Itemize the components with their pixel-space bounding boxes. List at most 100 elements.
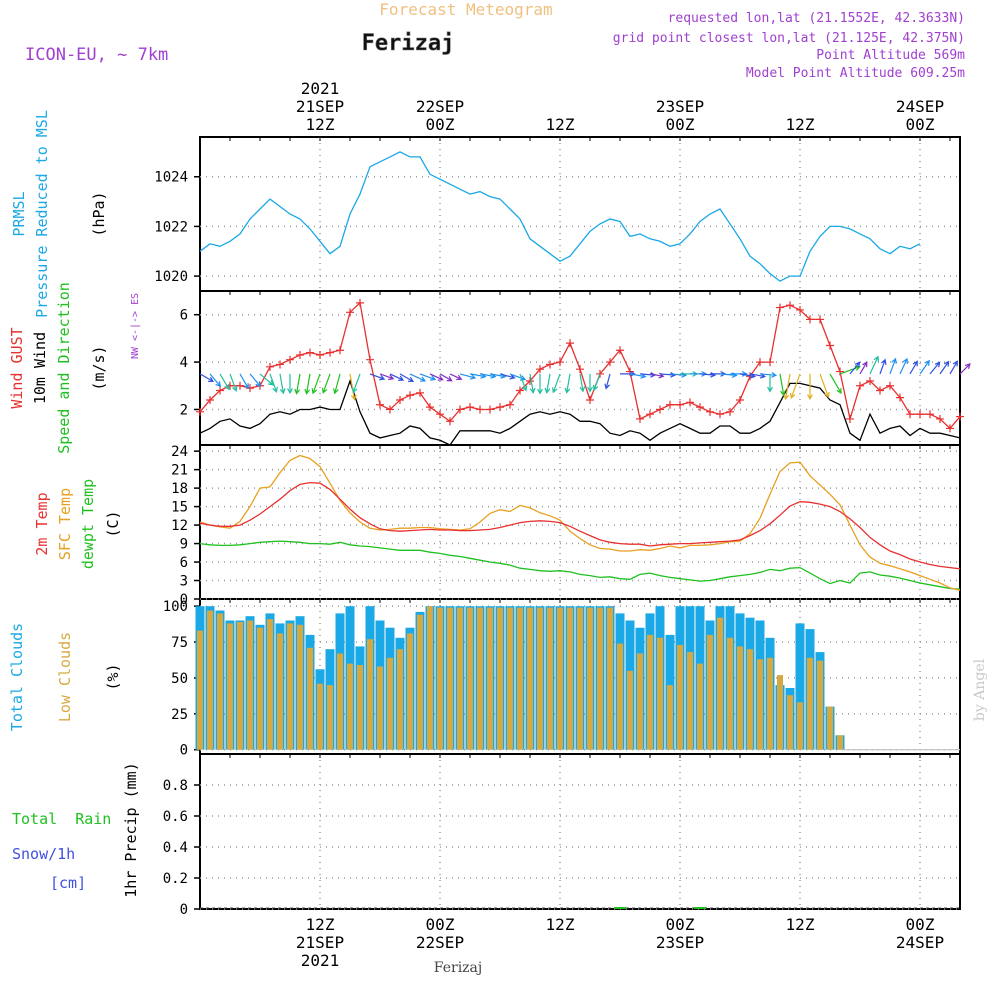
y-tick-label: 4 (180, 355, 188, 371)
low-clouds-bar (527, 607, 533, 750)
wind-direction-arrow (659, 371, 677, 378)
bottom-time-label: 24SEP (896, 933, 944, 952)
bottom-time-label: 12Z (786, 915, 815, 934)
y-tick-label: 75 (171, 635, 188, 651)
low-clouds-bar (287, 623, 293, 750)
wind-gust-point (396, 395, 404, 404)
wind-direction-arrow (789, 373, 801, 400)
bottom-time-label: 00Z (666, 915, 695, 934)
wind-direction-arrow (279, 373, 286, 395)
wind-gust-point (316, 350, 324, 359)
low-clouds-label: Low Clouds (56, 632, 74, 722)
wind-direction-arrow (239, 373, 249, 390)
wind-gust-point (716, 410, 724, 419)
wind-gust-point (566, 339, 574, 348)
temp-dewpt-label: dewpt Temp (79, 479, 97, 569)
wind-gust-point (846, 414, 854, 423)
wind-gust-point (646, 410, 654, 419)
y-tick-label: 50 (171, 671, 188, 687)
wind-direction-arrow (959, 363, 971, 375)
low-clouds-bar (827, 706, 833, 750)
wind-gust-point (776, 303, 784, 312)
y-tick-label: 6 (180, 555, 188, 571)
low-clouds-bar (727, 637, 733, 750)
wind-gust-point (796, 305, 804, 314)
top-time-label: 2021 (301, 79, 340, 98)
wind-direction-arrow (537, 373, 543, 395)
wind-gust-point (546, 360, 554, 369)
low-clouds-bar (657, 637, 663, 750)
low-clouds-bar (687, 652, 693, 750)
wind-direction-arrow (767, 373, 773, 393)
y-tick-label: 0 (180, 743, 188, 759)
wind-gust-point (676, 400, 684, 409)
wind-direction-arrow (949, 360, 958, 375)
low-clouds-bar (677, 644, 683, 750)
low-clouds-bar (557, 607, 563, 750)
low-clouds-bar (807, 657, 813, 750)
y-tick-label: 21 (171, 463, 188, 479)
wind-gust-label: Wind GUST (8, 327, 26, 408)
low-clouds-bar (777, 675, 783, 750)
point-altitude: Point Altitude 569m (816, 48, 965, 63)
low-clouds-bar (747, 649, 753, 750)
wind-gust-point (426, 403, 434, 412)
wind-direction-arrow (399, 373, 415, 383)
low-clouds-bar (377, 666, 383, 750)
low-clouds-bar (737, 646, 743, 750)
wind-direction-arrow (564, 373, 571, 394)
low-clouds-bar (477, 607, 483, 750)
compass-north-label: N (130, 353, 141, 359)
wind-direction-arrow (899, 357, 908, 375)
bottom-time-label: 23SEP (656, 933, 704, 952)
wind-direction-arrow (592, 373, 601, 392)
wind-direction-arrow (209, 373, 222, 388)
wind-direction-arrow (333, 373, 341, 395)
wind-gust-point (706, 407, 714, 416)
wind-gust-point (956, 412, 964, 421)
model-label: ICON-EU, ~ 7km (25, 45, 168, 65)
wind-direction-arrow (889, 357, 897, 375)
wind-gust-point (606, 358, 614, 367)
low-clouds-bar (507, 607, 513, 750)
wind-direction-arrow (269, 373, 278, 393)
low-clouds-bar (787, 695, 793, 750)
wind-direction-arrow (219, 373, 230, 391)
wind-direction-arrow (439, 373, 453, 382)
pressure-line (199, 151, 921, 282)
compass-south-label: S (130, 293, 141, 299)
wind-direction-arrow (579, 373, 586, 393)
wind-gust-point (466, 403, 474, 412)
low-clouds-bar (437, 607, 443, 750)
low-clouds-bar (267, 619, 273, 750)
y-tick-label: 0.4 (163, 840, 188, 856)
low-clouds-bar (487, 607, 493, 750)
low-clouds-bar (467, 607, 473, 750)
pressure-unit-label: (hPa) (90, 191, 108, 236)
wind-gust-point (446, 417, 454, 426)
wind-gust-point (946, 424, 954, 433)
y-tick-label: 0 (180, 592, 188, 608)
low-clouds-bar (237, 622, 243, 750)
wind-gust-point (766, 358, 774, 367)
wind-gust-point (876, 386, 884, 395)
credit-watermark: by Angel (972, 658, 988, 721)
wind-direction-arrow (321, 373, 331, 394)
low-clouds-bar (367, 639, 373, 750)
wind-gust-point (556, 358, 564, 367)
wind-gust-point (386, 405, 394, 414)
wind-gust-point (496, 403, 504, 412)
wind-gust-point (406, 391, 414, 400)
wind-gust-point (286, 355, 294, 364)
low-clouds-bar (197, 630, 203, 750)
low-clouds-bar (617, 643, 623, 750)
wind-direction-arrow (839, 365, 861, 375)
wind-gust-point (726, 407, 734, 416)
low-clouds-bar (767, 657, 773, 750)
compass-rose: N W <-|-> E S (130, 293, 141, 359)
wind-gust-point (826, 341, 834, 350)
low-clouds-bar (717, 617, 723, 750)
pressure-panel (199, 136, 961, 292)
wind-gust-point (276, 360, 284, 369)
